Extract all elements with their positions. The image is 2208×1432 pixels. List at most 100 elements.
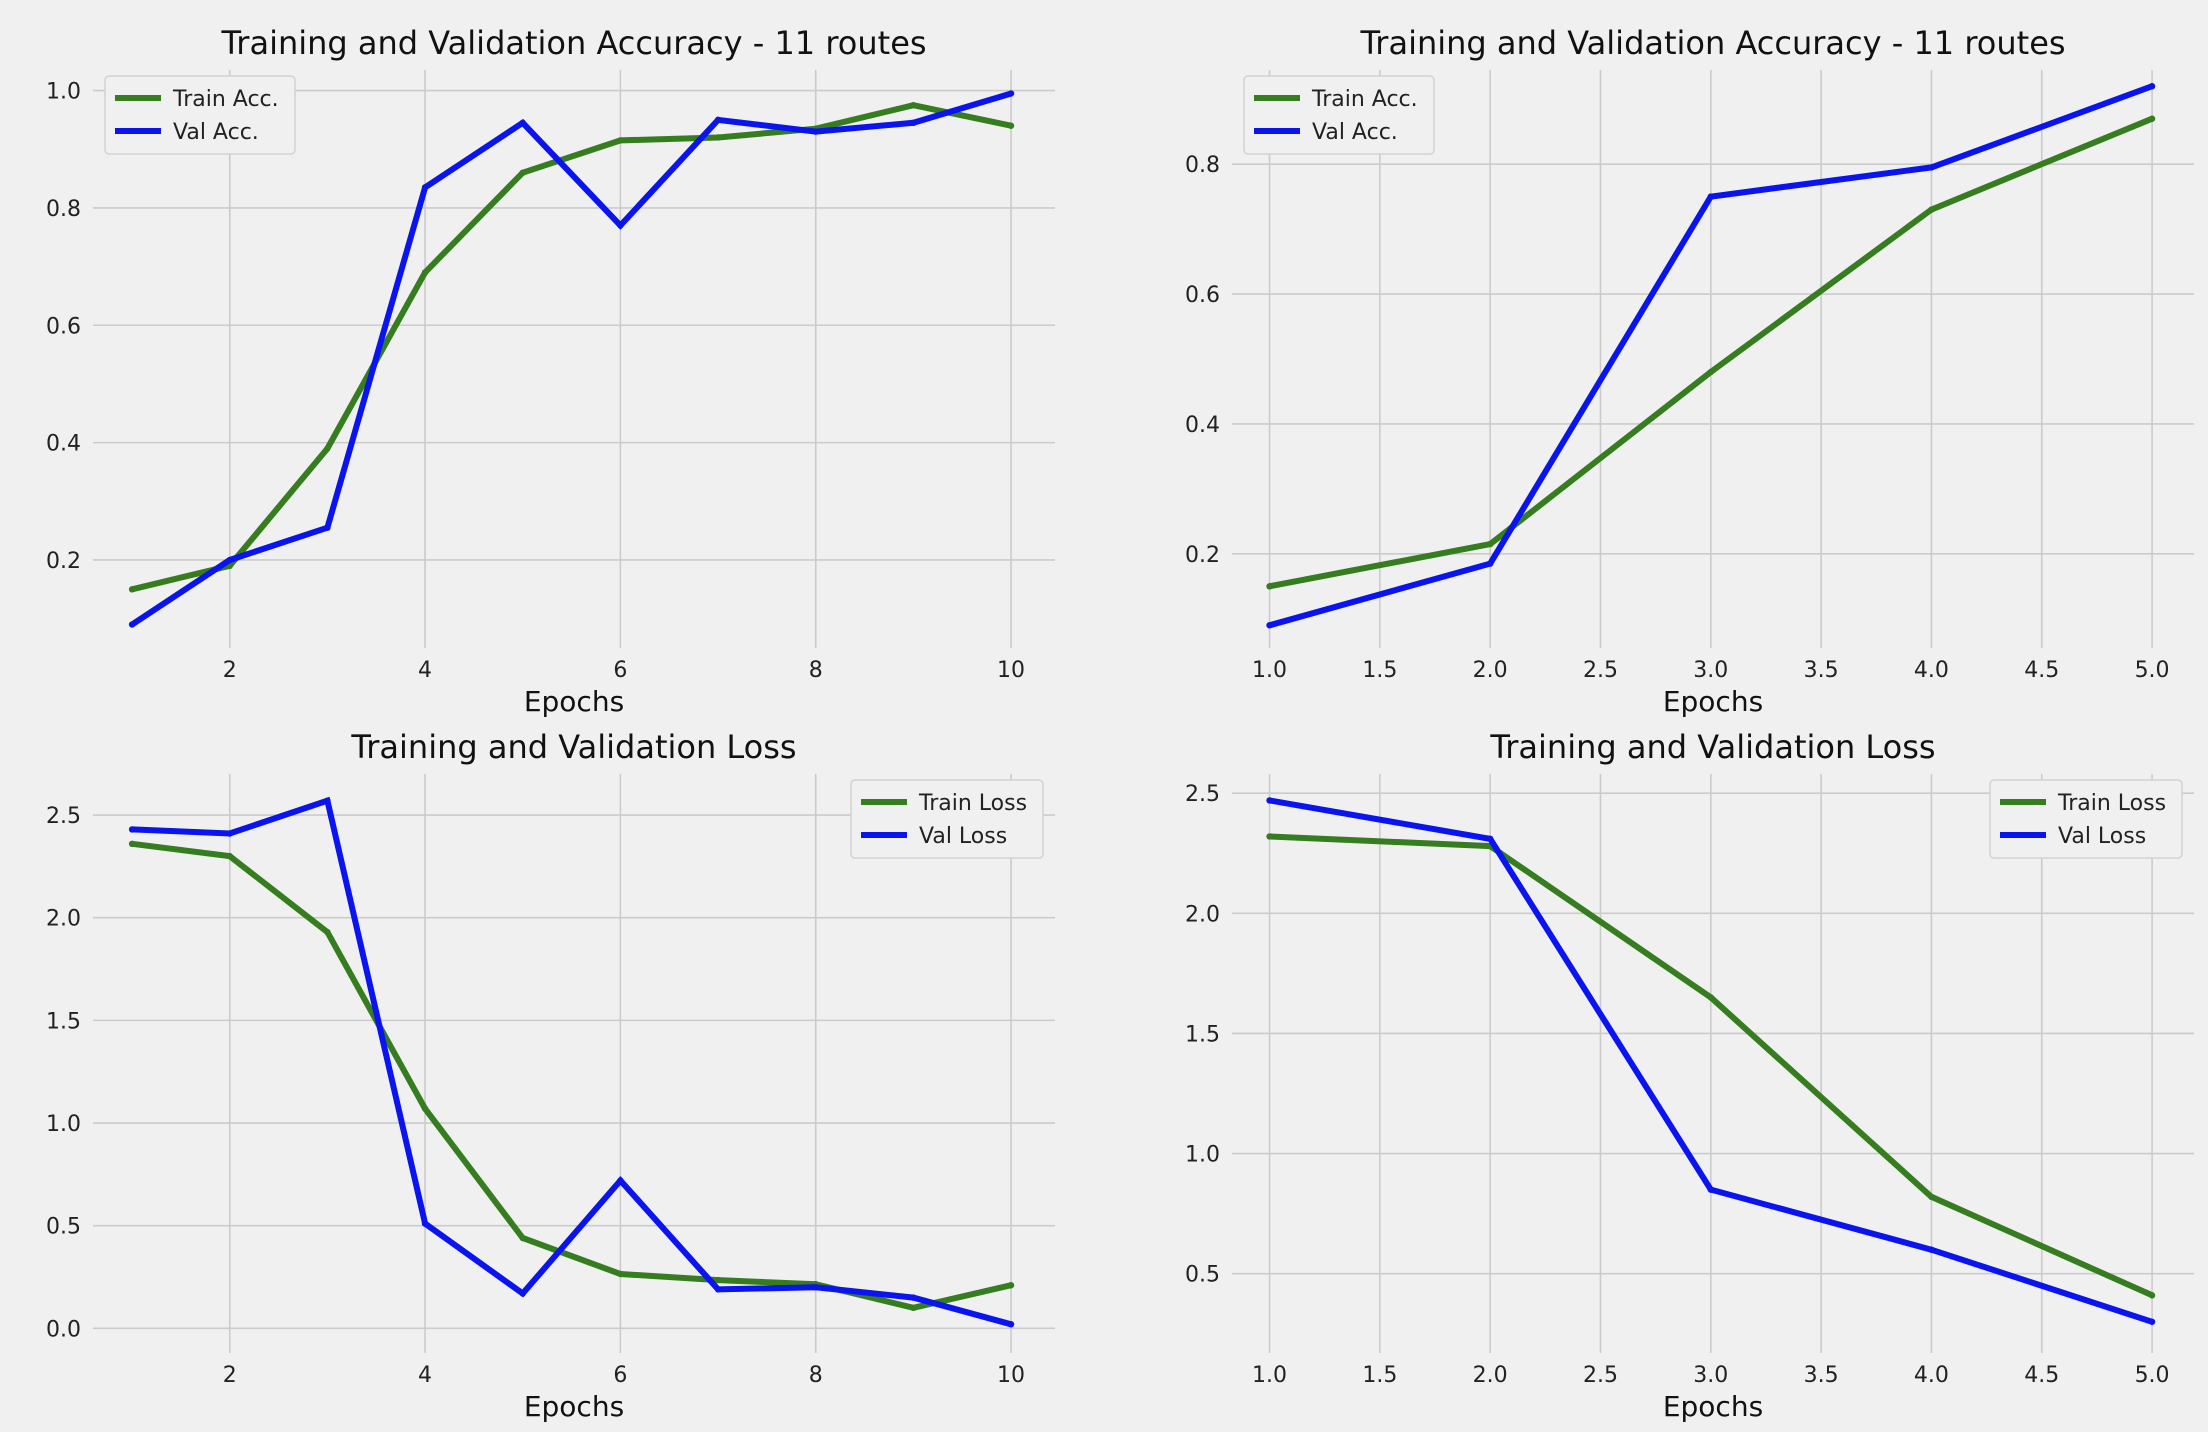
x-tick-label: 8	[809, 1363, 823, 1388]
data-point	[617, 1177, 624, 1184]
y-tick-label: 0.8	[46, 197, 81, 222]
legend-label: Train Loss	[2057, 791, 2166, 816]
data-point	[1486, 540, 1494, 548]
y-tick-label: 1.5	[46, 1009, 81, 1034]
data-point	[1928, 1193, 1935, 1201]
chart-3: 2 4 6 8 10 0.0 0.5 1.0 1.5 2.0 2.5 Training and Val…	[46, 728, 1055, 1423]
chart-title: Training and Validation Accuracy - 11 ro…	[220, 24, 926, 62]
y-tick-label: 1.5	[1185, 1022, 1220, 1047]
data-point	[714, 1276, 722, 1284]
chart-title: Training and Validation Accuracy - 11 ro…	[1359, 24, 2065, 62]
legend: Train Loss Val Loss	[850, 779, 1044, 859]
data-point	[1486, 560, 1494, 567]
data-point	[910, 102, 917, 109]
x-tick-label: 3.5	[1804, 1363, 1839, 1388]
x-tick-label: 3.0	[1693, 1363, 1728, 1388]
y-tick-label: 0.0	[46, 1317, 81, 1342]
y-tick-label: 2.5	[46, 804, 81, 829]
legend-label: Train Loss	[918, 791, 1027, 816]
data-point	[1707, 994, 1714, 1001]
data-point	[617, 1270, 624, 1278]
x-tick-label: 4	[418, 1363, 432, 1388]
x-tick-label: 6	[613, 658, 627, 683]
y-tick-label: 0.8	[1185, 153, 1220, 178]
x-tick-label: 3.5	[1804, 658, 1839, 683]
data-point	[421, 1220, 429, 1227]
y-tick-label: 0.6	[46, 314, 81, 339]
data-point	[1266, 797, 1273, 804]
data-point	[128, 826, 136, 833]
data-point	[1007, 1321, 1015, 1328]
x-tick-label: 4.5	[2024, 1363, 2059, 1388]
data-point	[1707, 193, 1714, 200]
y-tick-label: 1.0	[1185, 1143, 1220, 1168]
y-tick-label: 0.2	[46, 549, 81, 574]
x-tick-label: 4.0	[1914, 1363, 1949, 1388]
data-point	[128, 586, 136, 593]
chart-2: 1.0 1.5 2.0 2.5 3.0 3.5 4.0 4.5 5.0 0.2 0.4 0.6 0.8 T…	[1185, 24, 2194, 718]
data-point	[324, 445, 331, 452]
legend-label: Val Loss	[919, 824, 1007, 849]
data-point	[910, 1294, 917, 1301]
x-tick-label: 4.0	[1914, 658, 1949, 683]
chart-1: 2 4 6 8 10 0.2 0.4 0.6 0.8 1.0 Training and Valida…	[46, 24, 1055, 718]
x-tick-label: 10	[997, 1363, 1025, 1388]
data-point	[617, 137, 624, 144]
data-point	[421, 184, 429, 191]
data-point	[226, 830, 233, 837]
data-point	[226, 852, 233, 860]
x-tick-label: 4.5	[2024, 658, 2059, 683]
data-point	[1486, 835, 1494, 843]
legend-label: Train Acc.	[172, 87, 279, 112]
x-tick-label: 4	[418, 658, 432, 683]
data-point	[714, 134, 722, 141]
series-line-2	[131, 796, 1012, 1328]
legend: Train Acc. Val Acc.	[1243, 75, 1435, 155]
x-tick-label: 10	[997, 658, 1025, 683]
data-point	[1007, 122, 1015, 129]
y-tick-label: 1.0	[46, 1112, 81, 1137]
data-point	[1266, 833, 1273, 840]
data-point	[519, 169, 526, 176]
legend: Train Acc. Val Acc.	[104, 75, 296, 155]
y-tick-label: 2.5	[1185, 782, 1220, 807]
y-tick-label: 2.0	[46, 907, 81, 932]
x-tick-label: 3.0	[1693, 658, 1728, 683]
data-point	[519, 119, 526, 127]
x-tick-label: 8	[809, 658, 823, 683]
legend-label: Val Loss	[2058, 824, 2146, 849]
x-tick-label: 2	[223, 658, 237, 683]
data-point	[1707, 368, 1714, 376]
data-point	[812, 128, 819, 135]
y-tick-label: 0.6	[1185, 283, 1220, 308]
y-tick-label: 1.0	[46, 80, 81, 105]
data-point	[1007, 1282, 1015, 1289]
x-axis-label: Epochs	[524, 1390, 624, 1423]
data-point	[324, 797, 331, 804]
x-tick-label: 2.5	[1583, 658, 1618, 683]
y-tick-label: 2.0	[1185, 902, 1220, 927]
x-tick-label: 2.0	[1473, 658, 1508, 683]
series-line-2	[130, 90, 1012, 628]
x-tick-label: 2.0	[1473, 1363, 1508, 1388]
chart-title: Training and Validation Loss	[350, 728, 796, 766]
data-point	[1266, 583, 1273, 590]
legend: Train Loss Val Loss	[1989, 779, 2183, 859]
data-point	[2148, 83, 2156, 90]
data-point	[2148, 1292, 2156, 1299]
series-line-1	[131, 102, 1012, 593]
chart-title: Training and Validation Loss	[1489, 728, 1935, 766]
y-tick-label: 0.5	[1185, 1263, 1220, 1288]
data-point	[2148, 1318, 2156, 1325]
data-point	[128, 621, 136, 628]
data-point	[910, 1304, 917, 1312]
x-axis-label: Epochs	[1663, 1390, 1763, 1423]
data-point	[1007, 90, 1015, 97]
data-point	[519, 1234, 526, 1242]
chart-4: 1.0 1.5 2.0 2.5 3.0 3.5 4.0 4.5 5.0 0.5 1.0 1.5 2.0 2…	[1185, 728, 2194, 1423]
data-point	[1928, 206, 1935, 213]
data-point	[1928, 164, 1935, 171]
legend-label: Val Acc.	[173, 120, 259, 145]
data-point	[1928, 1246, 1935, 1253]
